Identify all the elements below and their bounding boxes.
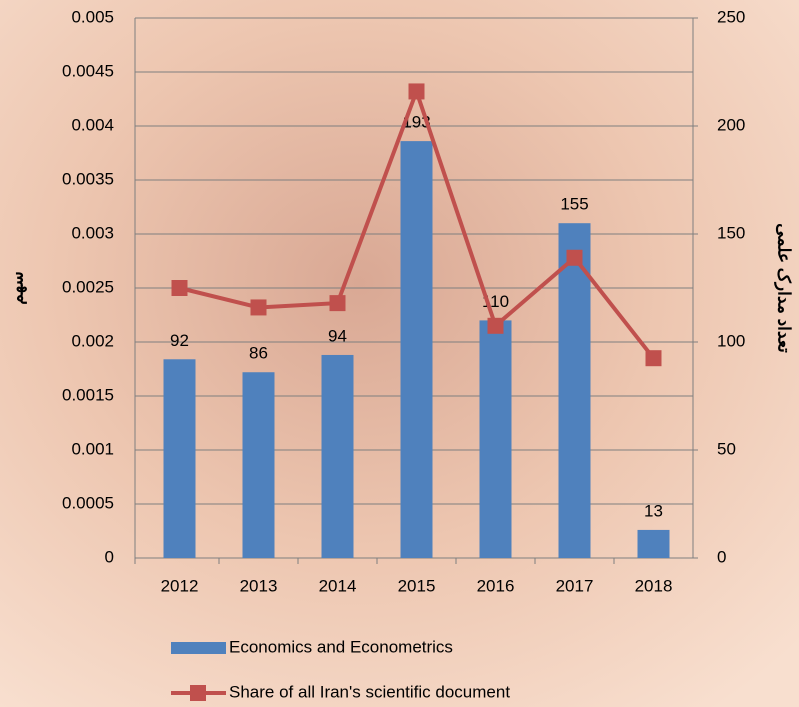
y-tick-label: 0.001 <box>71 439 114 458</box>
y2-tick-label: 100 <box>717 331 745 350</box>
bar <box>321 354 354 558</box>
y2-tick-label: 200 <box>717 115 745 134</box>
line-marker <box>329 295 346 312</box>
y2-tick-label: 250 <box>717 7 745 26</box>
y2-tick-label: 0 <box>717 547 726 566</box>
data-label: 86 <box>249 344 268 363</box>
legend-swatch <box>190 685 206 701</box>
y-axis-label: سهم <box>7 271 27 304</box>
y-tick-label: 0.0025 <box>62 277 114 296</box>
data-label: 155 <box>560 195 588 214</box>
y-tick-label: 0.005 <box>71 7 114 26</box>
bar <box>479 320 512 558</box>
y2-tick-label: 150 <box>717 223 745 242</box>
bar <box>400 141 433 558</box>
x-tick-label: 2017 <box>556 576 594 595</box>
bar <box>637 529 670 558</box>
x-tick-label: 2015 <box>398 576 436 595</box>
line-marker <box>408 83 425 100</box>
x-tick-label: 2013 <box>240 576 278 595</box>
legend-swatch <box>171 642 226 654</box>
data-label: 92 <box>170 331 189 350</box>
line-marker <box>171 280 188 296</box>
y-tick-label: 0.0035 <box>62 169 114 188</box>
y-tick-label: 0.0015 <box>62 385 114 404</box>
bar <box>242 372 275 558</box>
y-tick-label: 0.004 <box>71 115 114 134</box>
x-tick-label: 2014 <box>319 576 357 595</box>
y-tick-label: 0.0045 <box>62 61 114 80</box>
y-tick-label: 0 <box>105 547 114 566</box>
y-tick-label: 0.0005 <box>62 493 114 512</box>
data-label: 13 <box>644 501 663 520</box>
y-tick-label: 0.002 <box>71 331 114 350</box>
bar <box>163 359 196 558</box>
line-marker <box>645 350 662 367</box>
line-marker <box>566 249 583 266</box>
x-tick-label: 2018 <box>635 576 673 595</box>
data-label: 94 <box>328 326 347 345</box>
legend-label: Economics and Econometrics <box>229 637 453 656</box>
line-marker <box>487 317 504 334</box>
line-marker <box>250 299 267 316</box>
x-tick-label: 2016 <box>477 576 515 595</box>
y2-axis-label: تعداد مدارک علمی <box>774 223 794 353</box>
legend-label: Share of all Iran's scientific document <box>229 682 510 701</box>
y-tick-label: 0.003 <box>71 223 114 242</box>
y2-tick-label: 50 <box>717 439 736 458</box>
bar <box>558 223 591 558</box>
x-tick-label: 2012 <box>161 576 199 595</box>
